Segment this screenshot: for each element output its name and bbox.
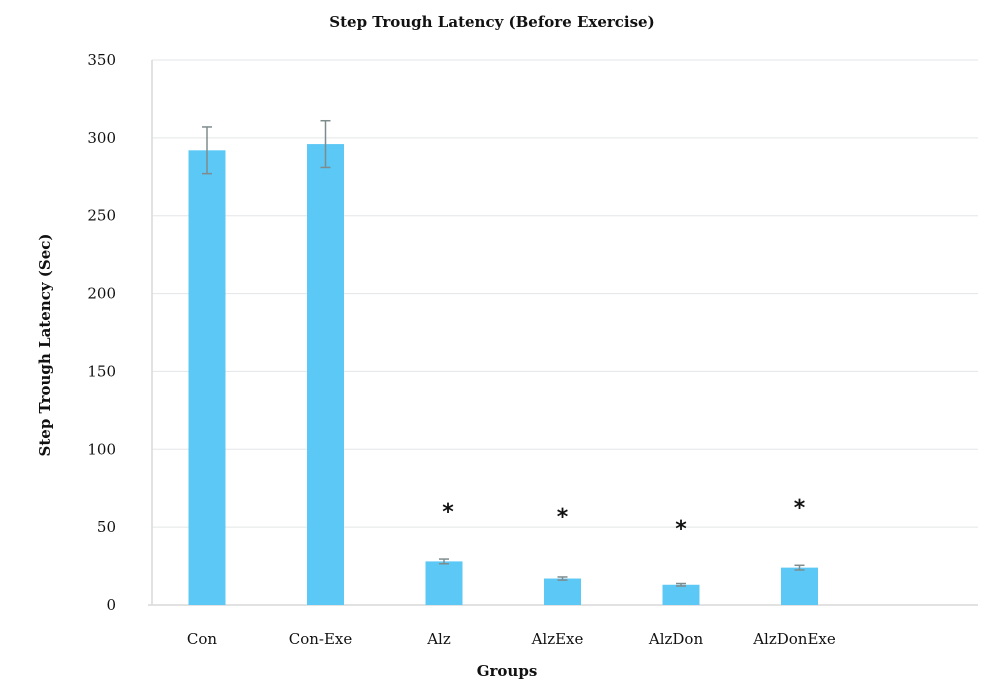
x-tick-label-alzexe: AlzExe xyxy=(531,630,584,648)
bar-con xyxy=(188,150,226,606)
significance-star: * xyxy=(794,496,806,521)
error-bar-alzexe xyxy=(557,576,568,581)
chart-title: Step Trough Latency (Before Exercise) xyxy=(329,13,654,31)
significance-star: * xyxy=(675,517,687,542)
y-tick-label: 300 xyxy=(87,129,116,147)
gridlines xyxy=(152,59,978,528)
x-tick-label-alzdon: AlzDon xyxy=(648,630,704,648)
y-tick-label: 50 xyxy=(97,518,116,536)
x-tick-label-con: Con xyxy=(187,630,218,648)
bar-alz xyxy=(425,561,463,605)
error-bar-con-exe xyxy=(320,119,331,169)
error-bar-con xyxy=(202,126,212,175)
y-tick-label: 150 xyxy=(87,362,116,380)
y-axis-label: Step Trough Latency (Sec) xyxy=(36,234,54,457)
x-tick-labels: Con Con-Exe Alz AlzExe AlzDon AlzDonExe xyxy=(187,630,836,648)
y-tick-label: 0 xyxy=(106,596,116,614)
significance-markers: * * * * xyxy=(442,496,806,542)
error-bar-alz xyxy=(439,558,449,565)
x-axis-label: Groups xyxy=(477,662,538,680)
significance-star: * xyxy=(442,500,454,525)
x-tick-label-alz: Alz xyxy=(426,630,451,648)
error-bar-alzdonexe xyxy=(794,564,805,571)
y-tick-label: 100 xyxy=(87,440,116,458)
x-tick-label-con-exe: Con-Exe xyxy=(289,630,353,648)
y-tick-label: 350 xyxy=(87,51,116,69)
bars xyxy=(188,144,818,606)
significance-star: * xyxy=(557,505,569,530)
error-bars xyxy=(202,119,805,587)
y-tick-label: 250 xyxy=(87,207,116,225)
x-tick-label-alzdonexe: AlzDonExe xyxy=(752,630,836,648)
y-tick-label: 200 xyxy=(87,285,116,303)
y-tick-labels: 0 50 100 150 200 250 300 350 xyxy=(87,51,116,614)
bar-con-exe xyxy=(307,144,344,606)
bar-alzdonexe xyxy=(781,567,818,605)
bar-alzdon xyxy=(662,584,700,605)
error-bar-alzdon xyxy=(676,582,686,587)
bar-alzexe xyxy=(544,578,581,605)
